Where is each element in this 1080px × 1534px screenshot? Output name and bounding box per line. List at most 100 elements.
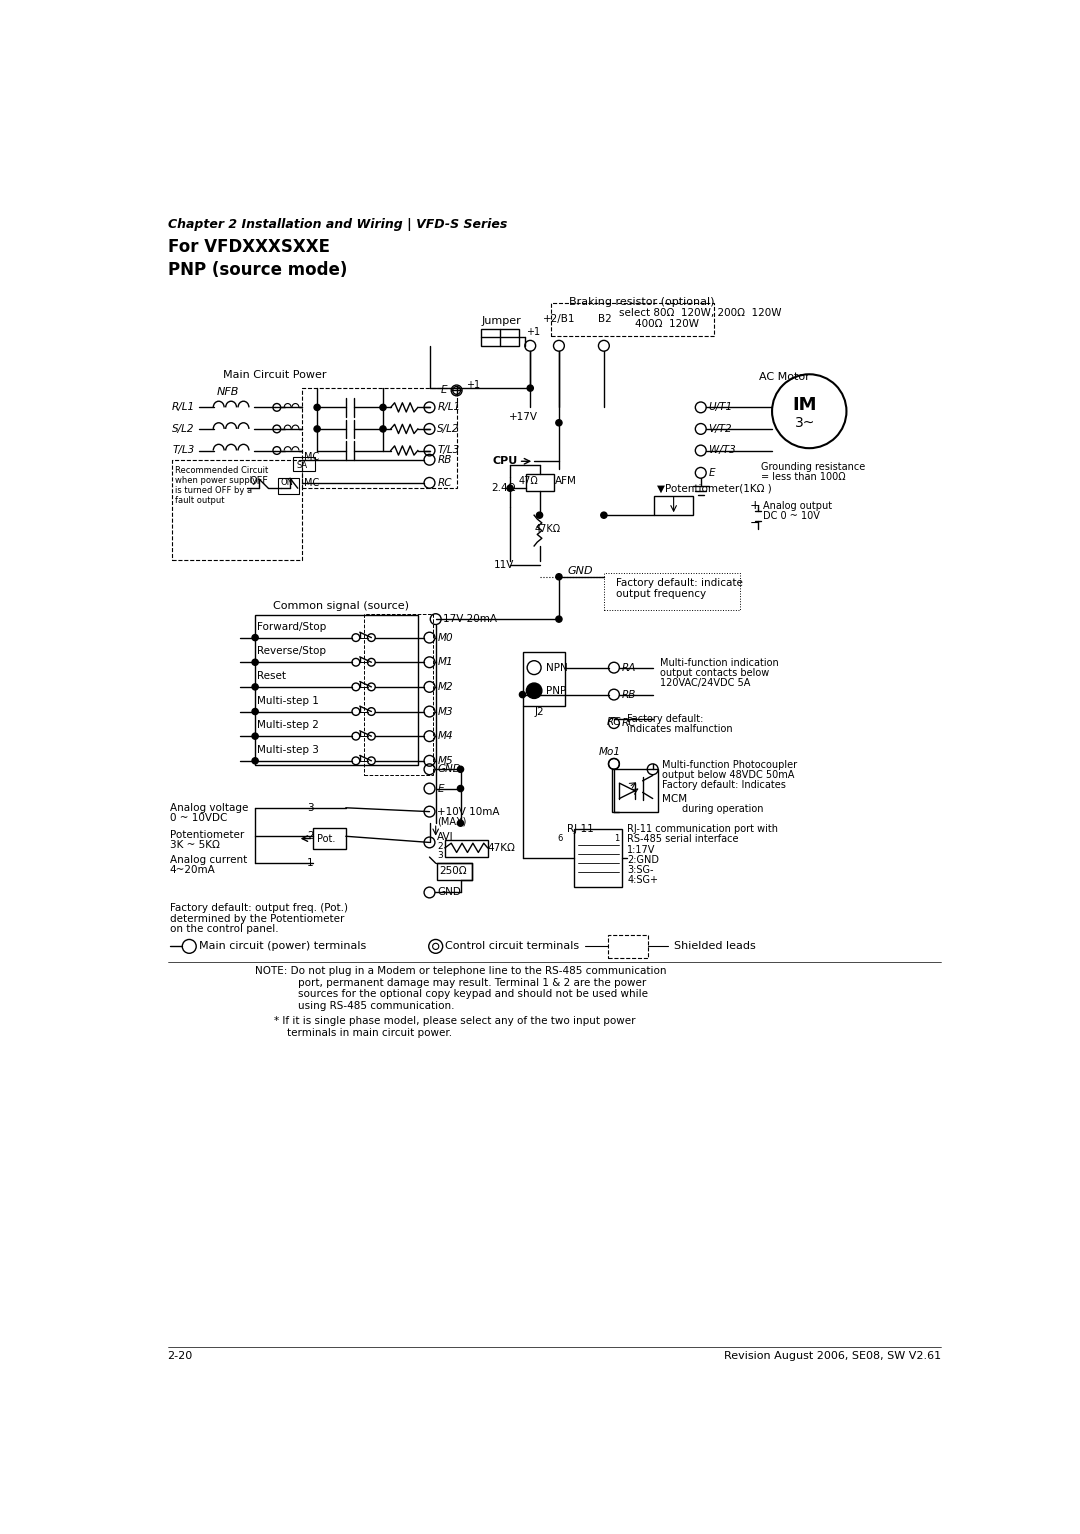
- Text: Chapter 2 Installation and Wiring | VFD-S Series: Chapter 2 Installation and Wiring | VFD-…: [167, 218, 507, 230]
- Text: S/L2: S/L2: [172, 423, 194, 434]
- Text: T/L3: T/L3: [437, 445, 459, 456]
- Text: SA: SA: [296, 460, 308, 469]
- Text: 0 ~ 10VDC: 0 ~ 10VDC: [170, 813, 227, 822]
- Text: 11V: 11V: [494, 560, 514, 571]
- Text: M0: M0: [437, 632, 453, 643]
- Text: −: −: [750, 517, 760, 531]
- Circle shape: [252, 733, 258, 739]
- Text: 47KΩ: 47KΩ: [488, 842, 515, 853]
- Text: T/L3: T/L3: [172, 445, 194, 456]
- Text: Analog output: Analog output: [762, 502, 832, 511]
- Bar: [172, 460, 302, 560]
- Text: E: E: [437, 784, 444, 793]
- Text: Potentiometer: Potentiometer: [170, 830, 244, 839]
- Bar: [526, 474, 554, 491]
- Text: CPU: CPU: [492, 456, 517, 466]
- Text: ON: ON: [281, 479, 294, 488]
- Text: V/T2: V/T2: [708, 423, 732, 434]
- Text: PNP (source mode): PNP (source mode): [167, 261, 347, 279]
- Bar: [654, 495, 693, 515]
- Text: using RS-485 communication.: using RS-485 communication.: [298, 1000, 455, 1011]
- Text: 400Ω  120W: 400Ω 120W: [635, 319, 699, 330]
- Text: Control circuit terminals: Control circuit terminals: [445, 942, 579, 951]
- Circle shape: [314, 426, 321, 433]
- Circle shape: [556, 617, 562, 623]
- Text: 3~: 3~: [795, 416, 815, 430]
- Text: 4~20mA: 4~20mA: [170, 865, 216, 876]
- Text: Analog current: Analog current: [170, 854, 247, 865]
- Circle shape: [380, 426, 387, 433]
- Text: Multi-function Photocoupler: Multi-function Photocoupler: [662, 761, 797, 770]
- Text: 1: 1: [613, 834, 619, 844]
- Text: RB: RB: [622, 690, 636, 700]
- Text: E: E: [441, 385, 447, 396]
- Text: +1: +1: [526, 327, 540, 337]
- Text: terminals in main circuit power.: terminals in main circuit power.: [287, 1028, 453, 1037]
- Text: 1: 1: [307, 858, 313, 868]
- Circle shape: [252, 709, 258, 715]
- Text: DC 0 ~ 10V: DC 0 ~ 10V: [762, 511, 820, 522]
- Text: RB: RB: [437, 454, 451, 465]
- Text: select 80Ω  120W, 200Ω  120W: select 80Ω 120W, 200Ω 120W: [619, 308, 782, 319]
- Text: RA: RA: [622, 663, 636, 672]
- Text: Factory default: output freq. (Pot.): Factory default: output freq. (Pot.): [170, 904, 348, 913]
- Text: RS-485 serial interface: RS-485 serial interface: [627, 834, 739, 844]
- Circle shape: [537, 512, 542, 518]
- Circle shape: [458, 821, 463, 827]
- Text: Braking resistor (optional): Braking resistor (optional): [569, 298, 715, 307]
- Text: M1: M1: [437, 657, 453, 667]
- Text: fault output: fault output: [175, 495, 225, 505]
- Circle shape: [252, 684, 258, 690]
- Circle shape: [252, 635, 258, 641]
- Text: is turned OFF by a: is turned OFF by a: [175, 486, 253, 495]
- Text: Factory default: indicate: Factory default: indicate: [616, 578, 742, 588]
- Text: = less than 100Ω: = less than 100Ω: [761, 472, 846, 483]
- Text: Forward/Stop: Forward/Stop: [257, 621, 326, 632]
- Text: * If it is single phase model, please select any of the two input power: * If it is single phase model, please se…: [274, 1016, 636, 1026]
- Text: 1:17V: 1:17V: [627, 845, 656, 854]
- Text: 3: 3: [307, 802, 313, 813]
- Text: 3: 3: [437, 851, 443, 861]
- Circle shape: [507, 485, 513, 491]
- Bar: [523, 652, 565, 706]
- Text: M4: M4: [437, 732, 453, 741]
- Text: during operation: during operation: [683, 804, 764, 813]
- Text: GND: GND: [437, 888, 461, 897]
- Text: 47Ω: 47Ω: [518, 476, 538, 486]
- Text: on the control panel.: on the control panel.: [170, 925, 279, 934]
- Circle shape: [600, 512, 607, 518]
- Text: 2:GND: 2:GND: [627, 854, 659, 865]
- Text: Recommended Circuit: Recommended Circuit: [175, 466, 269, 476]
- Text: +2/B1: +2/B1: [543, 314, 576, 324]
- Text: U/T1: U/T1: [708, 402, 732, 413]
- Bar: [293, 457, 314, 471]
- Circle shape: [252, 758, 258, 764]
- Text: MC: MC: [303, 477, 320, 488]
- Text: Multi-step 3: Multi-step 3: [257, 746, 320, 755]
- Text: NFB: NFB: [216, 387, 239, 397]
- Text: 4:SG+: 4:SG+: [627, 876, 658, 885]
- Text: 2.4Ω: 2.4Ω: [491, 483, 516, 494]
- Text: when power supply: when power supply: [175, 476, 257, 485]
- Text: Factory default: Indicates: Factory default: Indicates: [662, 781, 786, 790]
- Text: +: +: [750, 500, 760, 512]
- Bar: [364, 614, 433, 776]
- Text: B2: B2: [598, 314, 612, 324]
- Text: Reverse/Stop: Reverse/Stop: [257, 646, 326, 657]
- Circle shape: [519, 692, 526, 698]
- Text: M2: M2: [437, 683, 453, 692]
- Text: Main circuit (power) terminals: Main circuit (power) terminals: [199, 942, 366, 951]
- Bar: [611, 769, 658, 811]
- Text: RJ-11: RJ-11: [567, 824, 593, 834]
- Circle shape: [252, 660, 258, 666]
- Text: Multi-step 2: Multi-step 2: [257, 721, 320, 730]
- Text: GND: GND: [567, 566, 593, 575]
- Circle shape: [314, 405, 321, 411]
- Text: Factory default:: Factory default:: [627, 715, 703, 724]
- Text: Grounding resistance: Grounding resistance: [761, 462, 865, 472]
- Text: Revision August 2006, SE08, SW V2.61: Revision August 2006, SE08, SW V2.61: [724, 1351, 941, 1361]
- Text: M5: M5: [437, 756, 453, 765]
- Text: Jumper: Jumper: [482, 316, 522, 327]
- Text: 3:SG-: 3:SG-: [627, 865, 653, 876]
- Bar: [279, 479, 298, 494]
